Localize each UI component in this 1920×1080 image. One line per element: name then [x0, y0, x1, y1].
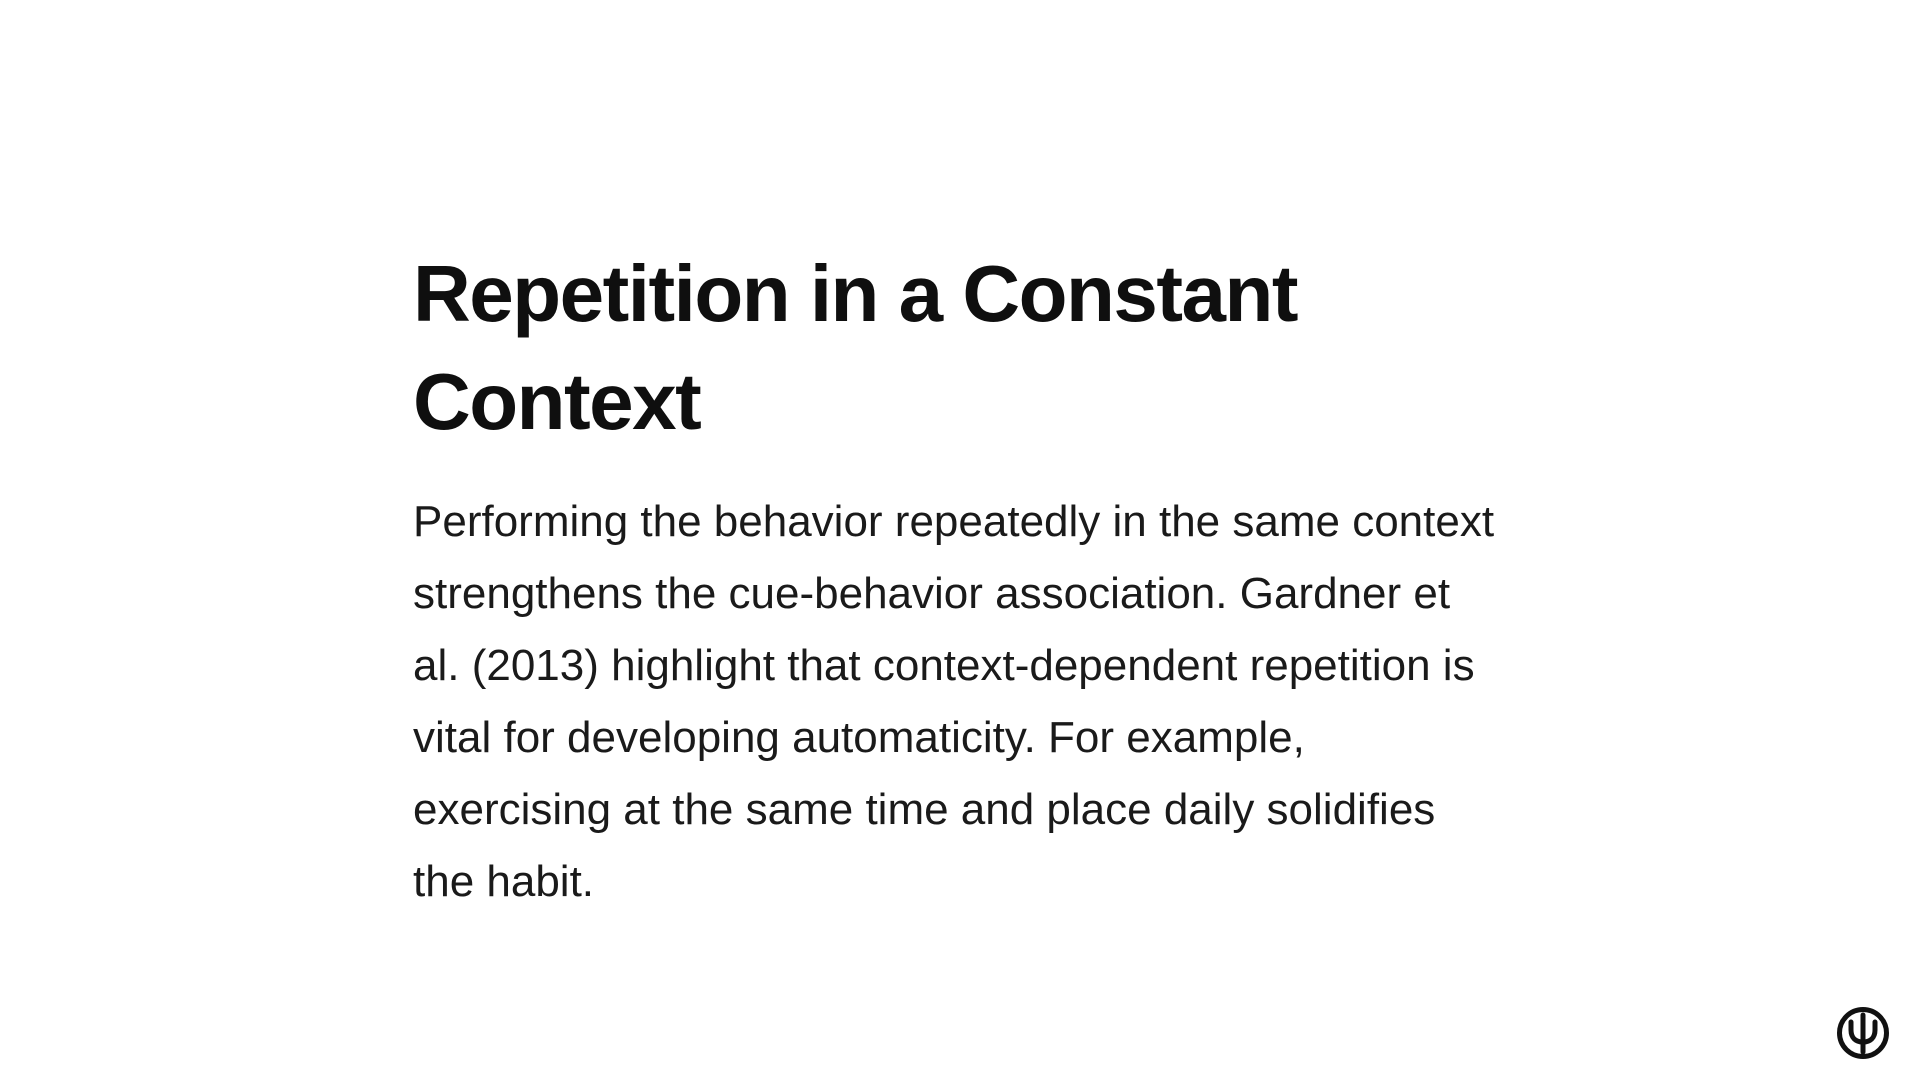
slide-body-text: Performing the behavior repeatedly in th…: [413, 497, 1495, 906]
psi-logo-icon: [1836, 1006, 1890, 1060]
slide-content: Repetition in a Constant Context Perform…: [413, 240, 1503, 918]
slide-title: Repetition in a Constant Context: [413, 249, 1299, 446]
